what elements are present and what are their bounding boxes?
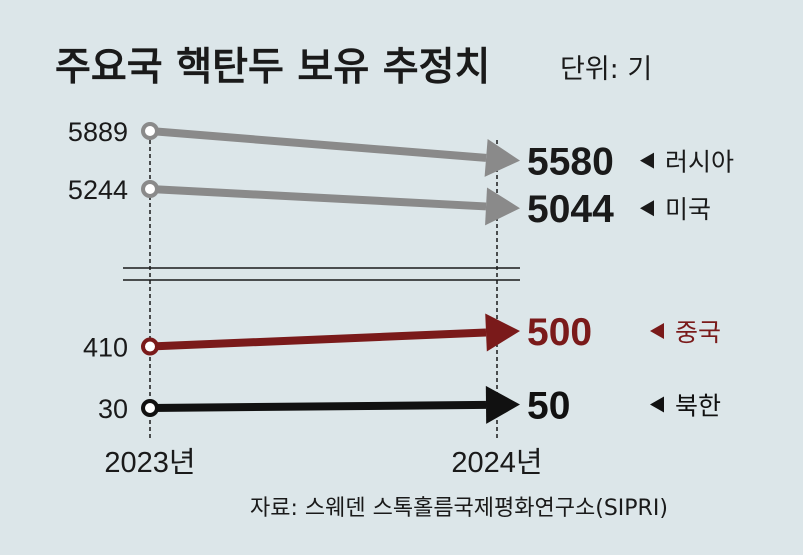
source-note: 자료: 스웨덴 스톡홀름국제평화연구소(SIPRI) — [250, 496, 668, 521]
series-layer: 5889 5580 러시아 5244 5044 미국 410 500 중국 30 50 북한 — [68, 117, 734, 428]
start-marker — [141, 337, 159, 356]
series-line — [149, 127, 487, 162]
start-marker — [141, 180, 159, 199]
series-name-label: 미국 — [665, 195, 711, 224]
unit-label: 단위: 기 — [560, 54, 652, 85]
end-value-label: 5044 — [527, 188, 614, 231]
arrow-head — [485, 313, 520, 352]
pointer-icon — [640, 200, 654, 217]
series-1: 5244 5044 미국 — [68, 175, 711, 231]
end-value-label: 500 — [527, 311, 592, 354]
start-value-label: 5244 — [68, 175, 128, 205]
series-3: 30 50 북한 — [98, 385, 721, 428]
x-axis-ticks: 2023년 2024년 — [104, 447, 542, 479]
series-line — [149, 328, 487, 351]
arrow-head — [485, 187, 520, 226]
pointer-icon — [650, 323, 664, 340]
start-value-label: 5889 — [68, 117, 128, 147]
end-value-label: 50 — [527, 385, 570, 428]
end-value-label: 5580 — [527, 141, 614, 184]
pointer-icon — [640, 152, 654, 169]
series-name-label: 중국 — [675, 318, 721, 347]
series-2: 410 500 중국 — [83, 311, 721, 363]
arrow-head — [485, 385, 520, 424]
series-name-label: 북한 — [675, 392, 721, 421]
axis-break — [123, 267, 520, 281]
start-value-label: 30 — [98, 394, 128, 424]
series-line — [149, 185, 487, 211]
chart-title: 주요국 핵탄두 보유 추정치 — [55, 45, 490, 90]
arrow-head — [484, 138, 520, 177]
start-value-label: 410 — [83, 333, 128, 363]
series-0: 5889 5580 러시아 — [68, 117, 734, 184]
series-name-label: 러시아 — [665, 148, 734, 177]
guide-lines — [149, 140, 498, 440]
pointer-icon — [650, 396, 664, 413]
x-tick-label: 2024년 — [451, 447, 542, 479]
series-line — [149, 400, 487, 412]
start-marker — [141, 399, 159, 417]
x-tick-label: 2023년 — [104, 447, 195, 479]
start-marker — [141, 122, 159, 140]
